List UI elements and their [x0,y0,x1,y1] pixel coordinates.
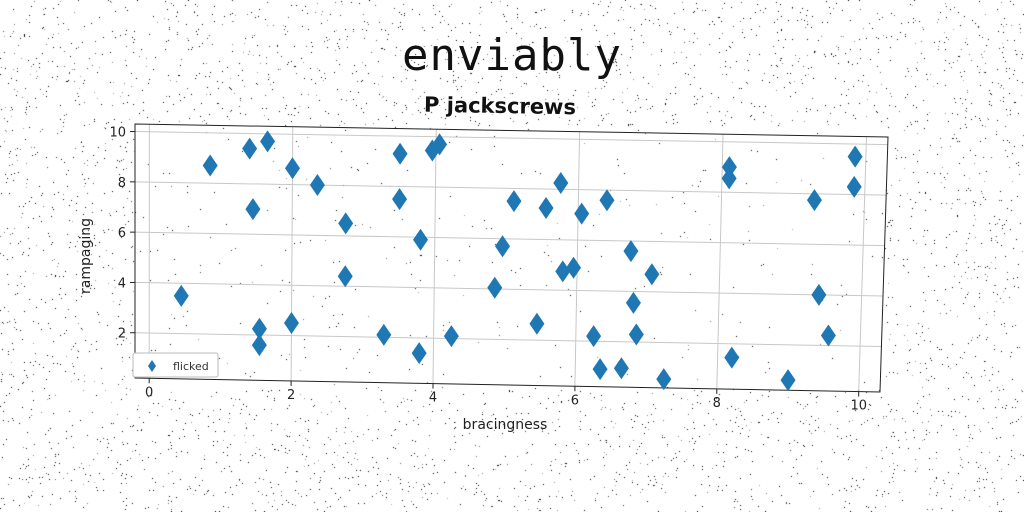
data-point [625,291,641,314]
y-tick-label: 6 [118,226,126,241]
x-tick-label: 6 [571,393,579,408]
y-tick-label: 8 [118,176,126,191]
data-point [251,317,267,340]
data-point [413,228,429,251]
x-gridline [716,134,724,389]
data-point [173,284,189,307]
y-tick-label: 10 [109,126,126,141]
data-point [506,190,522,213]
grid [134,124,888,392]
x-gridline [858,136,867,392]
y-tick-label: 4 [118,276,126,291]
x-tick-label: 2 [287,388,295,403]
data-point [411,342,427,365]
x-axis-label: bracingness [463,417,548,433]
x-gridline [432,129,437,384]
data-point [553,172,569,195]
data-point [724,346,740,369]
data-point [242,137,258,160]
x-tick-label: 8 [713,396,721,411]
axis-ticks: 0 2 4 6 8 10 2 4 6 8 10 [109,126,867,414]
data-point [586,325,602,348]
legend-box [132,352,219,378]
data-point [623,240,639,263]
x-tick-label: 10 [850,399,867,414]
data-point [283,312,299,335]
data-point [613,357,629,380]
x-tick-label: 0 [145,385,153,400]
data-point [599,189,615,212]
y-gridline [134,231,885,247]
data-point [495,235,511,258]
data-point [443,325,459,348]
data-point [251,334,267,357]
data-point [644,263,660,286]
data-point [245,198,261,221]
x-gridline [574,131,581,387]
data-point [820,324,836,347]
data-point [202,154,218,177]
data-point [592,358,608,381]
chart-title: enviably [402,30,622,81]
data-point [538,196,554,219]
data-points [173,130,863,392]
data-point [628,323,644,346]
data-point [376,323,392,346]
y-gridline [134,281,884,297]
data-point [846,175,862,198]
data-point [309,174,325,197]
data-point [656,368,672,391]
data-point [811,283,827,306]
y-tick-label: 2 [118,327,126,342]
y-gridline [134,181,887,196]
data-point [487,276,503,299]
plot-frame [134,123,889,393]
data-point [721,167,737,190]
data-point [847,145,863,168]
data-point [574,202,590,225]
data-point [392,188,408,211]
data-point [432,133,448,156]
data-point [337,265,353,288]
data-point [260,130,276,153]
legend-label: flicked [173,360,209,373]
data-point [392,142,408,165]
data-point [806,189,822,212]
y-axis-label: rampaging [78,218,94,294]
data-point [780,369,796,392]
y-gridline [134,131,888,146]
data-point [284,157,300,180]
data-point [566,256,582,279]
y-gridline [134,332,882,348]
data-point [338,212,354,235]
legend: flicked [132,352,219,378]
data-point [529,312,545,335]
x-tick-label: 4 [429,391,437,406]
legend-marker [148,360,156,372]
data-point [555,260,571,283]
